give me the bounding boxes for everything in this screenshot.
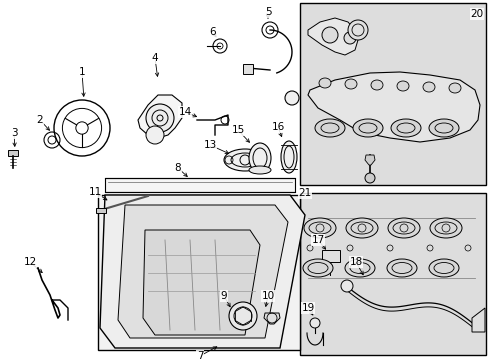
Circle shape [347,20,367,40]
Polygon shape [105,178,294,192]
Text: 7: 7 [196,351,203,360]
Bar [321,250,339,262]
Text: 9: 9 [220,291,227,301]
Ellipse shape [248,166,270,174]
Text: 21: 21 [298,188,311,198]
Text: 15: 15 [231,125,244,135]
Ellipse shape [248,143,270,173]
Ellipse shape [281,141,296,173]
Polygon shape [118,205,287,338]
Circle shape [364,173,374,183]
Polygon shape [264,313,280,324]
Bar [299,3,485,185]
Text: 3: 3 [11,128,17,138]
Polygon shape [8,150,18,156]
Text: 2: 2 [37,115,43,125]
Polygon shape [142,230,260,335]
Text: 1: 1 [79,67,85,77]
Circle shape [321,27,337,43]
Ellipse shape [396,81,408,91]
Ellipse shape [428,119,458,137]
Circle shape [285,91,298,105]
Text: 17: 17 [311,235,324,245]
Ellipse shape [345,79,356,89]
Ellipse shape [422,82,434,92]
Polygon shape [471,308,484,332]
Ellipse shape [390,119,420,137]
Ellipse shape [303,259,332,277]
Text: 20: 20 [469,9,483,19]
Ellipse shape [428,259,458,277]
Ellipse shape [387,218,419,238]
Text: 16: 16 [271,122,284,132]
Ellipse shape [304,218,335,238]
Text: 18: 18 [348,257,362,267]
Circle shape [146,126,163,144]
Text: 13: 13 [203,140,216,150]
Ellipse shape [318,78,330,88]
Text: 8: 8 [174,163,181,173]
Polygon shape [243,64,252,74]
Ellipse shape [346,218,377,238]
Text: 5: 5 [264,7,271,17]
Circle shape [309,318,319,328]
Text: 19: 19 [301,303,314,313]
Polygon shape [138,95,182,138]
Circle shape [228,302,257,330]
Circle shape [343,32,355,44]
Ellipse shape [370,80,382,90]
Ellipse shape [314,119,345,137]
Text: 4: 4 [151,53,158,63]
Ellipse shape [448,83,460,93]
Bar [96,208,106,213]
Ellipse shape [429,218,461,238]
Text: 6: 6 [209,27,216,37]
Text: 12: 12 [23,257,37,267]
Polygon shape [307,72,479,142]
Polygon shape [364,155,374,165]
Circle shape [146,104,174,132]
Text: 10: 10 [261,291,274,301]
Ellipse shape [345,259,374,277]
Polygon shape [100,195,305,348]
Circle shape [340,280,352,292]
Ellipse shape [352,119,382,137]
Polygon shape [98,195,299,350]
Ellipse shape [386,259,416,277]
Ellipse shape [224,149,265,171]
Polygon shape [307,18,357,55]
Text: 11: 11 [88,187,102,197]
Text: 14: 14 [178,107,191,117]
Bar [299,193,485,355]
